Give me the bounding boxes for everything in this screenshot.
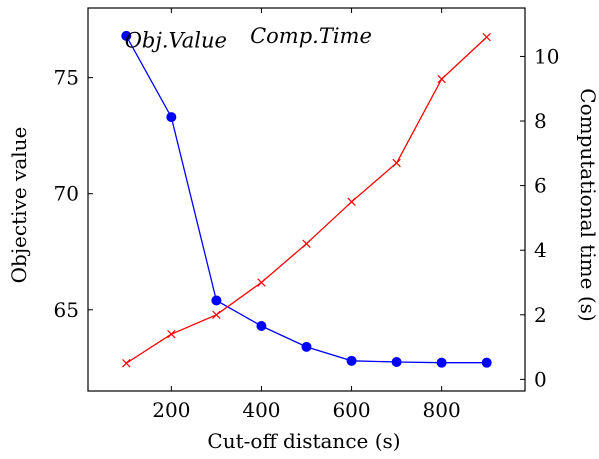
- obj-value-point: [391, 356, 402, 367]
- right-y-tick-label: 2: [534, 303, 547, 327]
- obj-value-series-line: [125, 35, 487, 364]
- left-y-tick-label: 70: [54, 182, 79, 206]
- left-y-tick-label: 65: [54, 298, 79, 322]
- right-y-tick-label: 4: [534, 238, 547, 262]
- right-y-tick-label: 10: [534, 44, 559, 68]
- obj-value-point: [256, 321, 267, 332]
- comp-time-point: [257, 278, 266, 287]
- comp-time-point: [392, 158, 401, 168]
- obj-value-point: [481, 357, 492, 368]
- left-y-tick-label: 75: [54, 66, 79, 90]
- right-y-tick-label: 0: [534, 367, 547, 391]
- obj-value-point: [301, 341, 312, 352]
- x-axis-title: Cut-off distance (s): [207, 429, 400, 453]
- comp-time-point: [302, 239, 311, 248]
- obj-value-point: [121, 30, 132, 41]
- x-tick-label: 600: [332, 398, 370, 422]
- comp-time-point: [482, 32, 491, 42]
- comp-time-point: [122, 359, 131, 368]
- right-y-axis-title: Computational time (s): [576, 88, 599, 321]
- obj-value-point: [436, 357, 447, 368]
- obj-value-point: [346, 355, 357, 366]
- comp-time-point: [347, 197, 356, 206]
- comp-time-series-line: [125, 36, 488, 364]
- right-y-tick-label: 8: [534, 109, 547, 133]
- x-tick-label: 400: [242, 398, 280, 422]
- comp-time-point: [212, 310, 221, 320]
- right-y-tick-label: 6: [534, 174, 547, 198]
- x-tick-label: 800: [423, 398, 461, 422]
- obj-value-point: [166, 112, 177, 123]
- left-y-axis-title: Objective value: [7, 127, 31, 284]
- comp-time-point: [167, 329, 176, 339]
- x-tick-label: 200: [152, 398, 190, 422]
- plot-frame: [87, 7, 526, 392]
- obj-value-annotation: Obj.Value: [125, 28, 227, 52]
- comp-time-point: [437, 74, 446, 84]
- comp-time-annotation: Comp.Time: [250, 24, 372, 48]
- obj-value-point: [211, 295, 222, 306]
